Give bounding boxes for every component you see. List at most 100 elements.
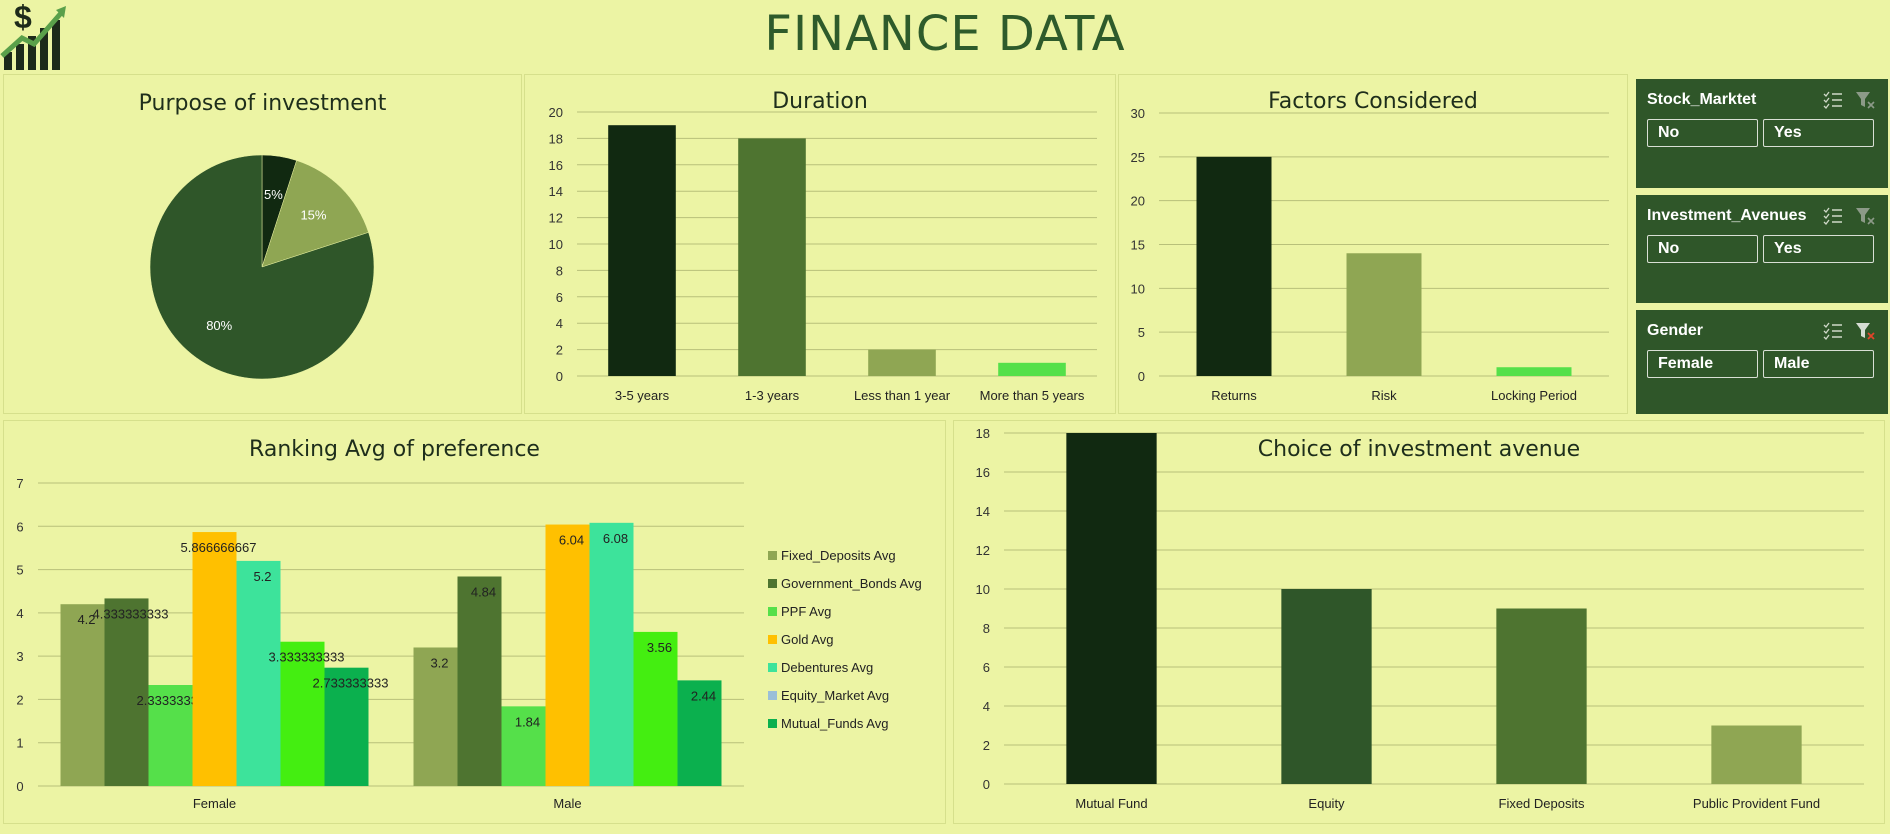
duration-y-tick-label: 10 [549, 237, 563, 252]
clear-filter-icon[interactable] [1854, 90, 1876, 110]
ranking-bar[interactable] [104, 598, 149, 786]
duration-chart-panel[interactable]: Duration 0 2 4 6 8 10 12 14 16 18 20 3-5 years 1-3 y… [524, 74, 1116, 414]
ranking-bar[interactable] [192, 532, 237, 786]
choice-category-label: Public Provident Fund [1693, 796, 1820, 811]
factors-bar-chart: 0 5 10 15 20 25 30 Returns Risk Locking Period [1131, 106, 1609, 403]
duration-y-tick-label: 4 [556, 316, 563, 331]
ranking-bar[interactable] [60, 604, 105, 786]
ranking-bar-chart: 012345674.24.3333333332.3333333335.86666… [16, 476, 922, 811]
clear-filter-icon[interactable] [1854, 206, 1876, 226]
ranking-bar[interactable] [148, 685, 193, 786]
duration-category-label: 3-5 years [615, 388, 670, 403]
factors-chart-panel[interactable]: Factors Considered 0 5 10 15 20 25 30 Returns Ri… [1118, 74, 1628, 414]
legend-entry[interactable]: Mutual_Funds Avg [781, 716, 888, 731]
legend-entry[interactable]: Gold Avg [781, 632, 834, 647]
ranking-data-label: 3.2 [430, 655, 448, 670]
duration-category-label: Less than 1 year [854, 388, 951, 403]
slicer-option-female[interactable]: Female [1647, 350, 1758, 378]
slicer-title: Investment_Avenues [1647, 207, 1807, 224]
ranking-bar[interactable] [677, 680, 722, 786]
ranking-bar[interactable] [236, 560, 281, 786]
choice-y-tick-label: 10 [976, 582, 990, 597]
choice-bar[interactable] [1066, 433, 1157, 784]
duration-y-tick-label: 6 [556, 290, 563, 305]
factors-y-tick-label: 25 [1131, 150, 1145, 165]
legend-entry[interactable]: Debentures Avg [781, 660, 873, 675]
choice-bar[interactable] [1281, 589, 1372, 784]
ranking-bar[interactable] [413, 647, 458, 786]
duration-bar[interactable] [608, 125, 676, 376]
legend-swatch [768, 579, 777, 588]
choice-category-label: Equity [1308, 796, 1345, 811]
duration-y-tick-label: 16 [549, 158, 563, 173]
multi-select-icon[interactable] [1822, 90, 1846, 110]
slicer-stock-market: Stock_Marktet No Yes [1636, 79, 1888, 188]
factors-y-tick-label: 5 [1138, 325, 1145, 340]
duration-bar[interactable] [998, 362, 1066, 376]
ranking-bar[interactable] [545, 524, 590, 786]
factors-bar[interactable] [1496, 367, 1572, 376]
ranking-data-label: 5.866666667 [181, 540, 257, 555]
choice-y-tick-label: 12 [976, 543, 990, 558]
pie-slice[interactable] [149, 154, 375, 380]
legend-swatch [768, 663, 777, 672]
factors-bar[interactable] [1196, 156, 1272, 376]
duration-y-tick-label: 18 [549, 131, 563, 146]
svg-text:$: $ [14, 0, 32, 35]
factors-y-tick-label: 10 [1131, 281, 1145, 296]
pie-slice-label: 5% [264, 187, 283, 202]
ranking-category-label: Female [193, 796, 236, 811]
ranking-bar[interactable] [589, 522, 634, 786]
legend-entry[interactable]: Government_Bonds Avg [781, 576, 922, 591]
choice-bar-chart: 02468101214161820Mutual FundEquityFixed … [976, 426, 1864, 811]
ranking-bar[interactable] [280, 641, 325, 786]
slicer-option-yes[interactable]: Yes [1763, 235, 1874, 263]
slicer-option-no[interactable]: No [1647, 119, 1758, 147]
legend-entry[interactable]: Equity_Market Avg [781, 688, 889, 703]
slicer-option-yes[interactable]: Yes [1763, 119, 1874, 147]
slicer-option-no[interactable]: No [1647, 235, 1758, 263]
ranking-bar[interactable] [457, 576, 502, 786]
factors-category-label: Risk [1371, 388, 1397, 403]
ranking-y-tick-label: 5 [16, 563, 23, 578]
ranking-data-label: 3.333333333 [269, 650, 345, 665]
ranking-bar[interactable] [501, 706, 546, 786]
multi-select-icon[interactable] [1822, 206, 1846, 226]
legend-entry[interactable]: PPF Avg [781, 604, 831, 619]
ranking-y-tick-label: 3 [16, 649, 23, 664]
duration-y-tick-label: 12 [549, 211, 563, 226]
pie-slice[interactable] [261, 160, 369, 268]
ranking-y-tick-label: 4 [16, 606, 23, 621]
ranking-y-tick-label: 1 [16, 736, 23, 751]
ranking-bar[interactable] [633, 631, 678, 786]
multi-select-icon[interactable] [1822, 321, 1846, 341]
legend-swatch [768, 635, 777, 644]
factors-y-tick-label: 20 [1131, 194, 1145, 209]
purpose-pie-chart: 5% 15% 80% [149, 154, 375, 380]
legend-entry[interactable]: Fixed_Deposits Avg [781, 548, 896, 563]
factors-y-tick-label: 30 [1131, 106, 1145, 121]
ranking-chart-panel[interactable]: Ranking Avg of preference 0 1 2 3 4 5 6 7 4.2 4.3… [3, 420, 946, 824]
purpose-chart-panel[interactable]: Purpose of investment 5% 15% 80% [3, 74, 522, 414]
ranking-bar[interactable] [324, 667, 369, 786]
duration-bar-chart: 0 2 4 6 8 10 12 14 16 18 20 3-5 years 1-3 years Less … [549, 105, 1097, 403]
duration-bar[interactable] [868, 349, 936, 376]
ranking-y-tick-label: 6 [16, 519, 23, 534]
choice-category-label: Fixed Deposits [1499, 796, 1585, 811]
duration-bar[interactable] [738, 138, 806, 376]
ranking-data-label: 1.84 [515, 714, 540, 729]
duration-category-label: More than 5 years [980, 388, 1085, 403]
choice-bar[interactable] [1496, 608, 1587, 785]
factors-bar[interactable] [1346, 253, 1422, 376]
pie-slice-label: 80% [206, 318, 232, 333]
choice-y-tick-label: 6 [983, 660, 990, 675]
choice-chart-panel[interactable]: Choice of investment avenue 0 2 4 6 8 10 12 14 1… [953, 420, 1885, 824]
ranking-y-tick-label: 0 [16, 779, 23, 794]
duration-y-tick-label: 14 [549, 184, 563, 199]
slicer-investment-avenues: Investment_Avenues No Yes [1636, 195, 1888, 303]
factors-y-tick-label: 15 [1131, 238, 1145, 253]
ranking-data-label: 6.08 [603, 531, 628, 546]
clear-filter-active-icon[interactable] [1854, 321, 1876, 341]
slicer-option-male[interactable]: Male [1763, 350, 1874, 378]
choice-bar[interactable] [1711, 725, 1802, 785]
